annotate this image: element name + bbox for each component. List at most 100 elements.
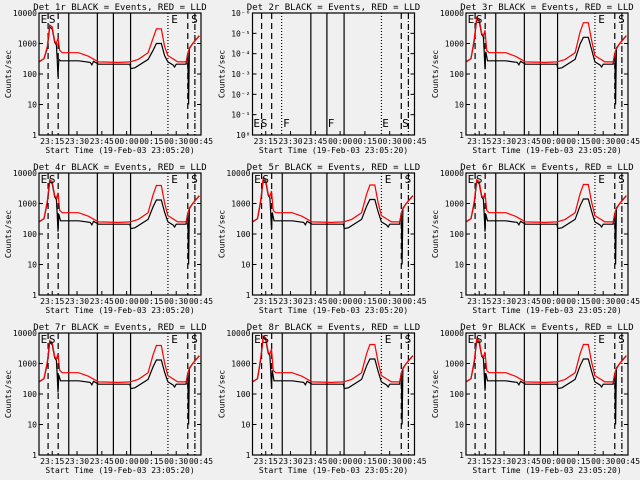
x-tick-label: 23:45 bbox=[303, 297, 327, 306]
segment-label: E bbox=[171, 173, 178, 186]
y-tick-label: 100 bbox=[236, 390, 251, 399]
y-tick-label: 100 bbox=[23, 70, 38, 79]
segment-label: E bbox=[598, 13, 605, 26]
x-axis-label: Start Time (19-Feb-03 23:05:20) bbox=[259, 466, 408, 475]
x-tick-label: 23:30 bbox=[278, 297, 302, 306]
panel-title: Det 8r BLACK = Events, RED = LLD bbox=[247, 323, 420, 333]
x-tick-label: 00:30 bbox=[164, 137, 188, 146]
y-tick-label: 10⁻⁶ bbox=[231, 9, 250, 18]
x-tick-label: 23:45 bbox=[303, 137, 327, 146]
y-axis-label: Counts/sec bbox=[218, 370, 227, 418]
x-tick-label: 00:45 bbox=[402, 137, 426, 146]
x-tick-label: 23:15 bbox=[467, 137, 491, 146]
y-tick-label: 100 bbox=[450, 230, 465, 239]
y-tick-label: 10 bbox=[241, 421, 251, 430]
y-tick-label: 1000 bbox=[18, 360, 37, 369]
x-tick-label: 00:15 bbox=[139, 297, 163, 306]
segment-label: S bbox=[618, 333, 625, 346]
y-axis-label: Counts/sec bbox=[218, 210, 227, 258]
x-tick-label: 00:30 bbox=[591, 297, 615, 306]
y-tick-label: 100 bbox=[23, 230, 38, 239]
panel-title: Det 5r BLACK = Events, RED = LLD bbox=[247, 163, 420, 173]
segment-label: F bbox=[283, 117, 290, 130]
y-tick-label: 100 bbox=[450, 390, 465, 399]
y-tick-label: 100 bbox=[23, 390, 38, 399]
x-axis-label: Start Time (19-Feb-03 23:05:20) bbox=[259, 306, 408, 315]
y-tick-label: 10⁻⁵ bbox=[231, 29, 250, 38]
events-series-line bbox=[252, 178, 414, 265]
x-tick-label: 00:45 bbox=[189, 137, 213, 146]
x-axis-label: Start Time (19-Feb-03 23:05:20) bbox=[472, 466, 621, 475]
y-tick-label: 10000 bbox=[13, 169, 37, 178]
events-series-line bbox=[38, 341, 200, 425]
x-tick-label: 23:45 bbox=[517, 457, 541, 466]
x-tick-label: 00:45 bbox=[616, 297, 640, 306]
y-tick-label: 1 bbox=[32, 291, 37, 300]
segment-label: S bbox=[262, 333, 269, 346]
y-tick-label: 10000 bbox=[226, 169, 250, 178]
x-tick-label: 00:30 bbox=[164, 297, 188, 306]
y-tick-label: 1 bbox=[246, 291, 251, 300]
panel-title: Det 7r BLACK = Events, RED = LLD bbox=[33, 323, 206, 333]
lld-series-line bbox=[252, 334, 414, 384]
y-tick-label: 10 bbox=[27, 101, 37, 110]
y-tick-label: 1000 bbox=[18, 40, 37, 49]
x-tick-label: 00:00 bbox=[328, 457, 352, 466]
x-tick-label: 00:30 bbox=[378, 137, 402, 146]
x-tick-label: 00:30 bbox=[591, 137, 615, 146]
segment-label: E bbox=[41, 333, 48, 346]
x-tick-label: 00:45 bbox=[616, 137, 640, 146]
segment-label: E bbox=[468, 173, 475, 186]
y-tick-label: 10⁻³ bbox=[231, 70, 250, 79]
segment-label: S bbox=[191, 333, 198, 346]
segment-label: S bbox=[261, 117, 268, 130]
x-tick-label: 23:45 bbox=[303, 457, 327, 466]
events-series-line bbox=[38, 25, 200, 105]
y-tick-label: 1 bbox=[459, 131, 464, 140]
lld-series-line bbox=[38, 339, 200, 384]
x-tick-label: 00:00 bbox=[115, 137, 139, 146]
segment-label: S bbox=[262, 173, 269, 186]
segment-label: S bbox=[618, 173, 625, 186]
x-tick-label: 23:15 bbox=[254, 137, 278, 146]
y-tick-label: 1 bbox=[32, 451, 37, 460]
segment-label: S bbox=[476, 333, 483, 346]
y-tick-label: 10000 bbox=[440, 9, 464, 18]
events-series-line bbox=[252, 336, 414, 425]
panel-title: Det 6r BLACK = Events, RED = LLD bbox=[460, 163, 633, 173]
y-tick-label: 1 bbox=[32, 131, 37, 140]
lld-series-line bbox=[465, 178, 627, 224]
x-tick-label: 23:30 bbox=[492, 457, 516, 466]
x-tick-label: 23:30 bbox=[65, 137, 89, 146]
y-axis-label: Counts/sec bbox=[431, 210, 440, 258]
y-tick-label: 1000 bbox=[445, 360, 464, 369]
y-tick-label: 1 bbox=[246, 451, 251, 460]
x-tick-label: 23:15 bbox=[467, 297, 491, 306]
y-tick-label: 1000 bbox=[231, 360, 250, 369]
y-tick-label: 1000 bbox=[445, 40, 464, 49]
x-tick-label: 00:30 bbox=[164, 457, 188, 466]
x-tick-label: 23:15 bbox=[40, 457, 64, 466]
plot-frame bbox=[38, 172, 202, 296]
y-tick-label: 1000 bbox=[18, 200, 37, 209]
x-tick-label: 00:30 bbox=[591, 457, 615, 466]
x-tick-label: 00:15 bbox=[139, 137, 163, 146]
segment-label: S bbox=[49, 173, 56, 186]
y-axis-label: Counts/sec bbox=[4, 370, 13, 418]
x-tick-label: 23:30 bbox=[492, 137, 516, 146]
y-tick-label: 10000 bbox=[440, 169, 464, 178]
segment-label: S bbox=[405, 173, 412, 186]
plot-frame bbox=[251, 172, 416, 296]
lld-series-line bbox=[465, 16, 627, 64]
x-tick-label: 23:30 bbox=[65, 457, 89, 466]
y-tick-label: 10 bbox=[454, 421, 464, 430]
events-series-line bbox=[465, 17, 627, 105]
x-axis-label: Start Time (19-Feb-03 23:05:20) bbox=[472, 146, 621, 155]
x-tick-label: 23:45 bbox=[90, 457, 114, 466]
lld-series-line bbox=[38, 178, 200, 224]
y-tick-label: 10 bbox=[454, 261, 464, 270]
x-tick-label: 00:15 bbox=[566, 137, 590, 146]
